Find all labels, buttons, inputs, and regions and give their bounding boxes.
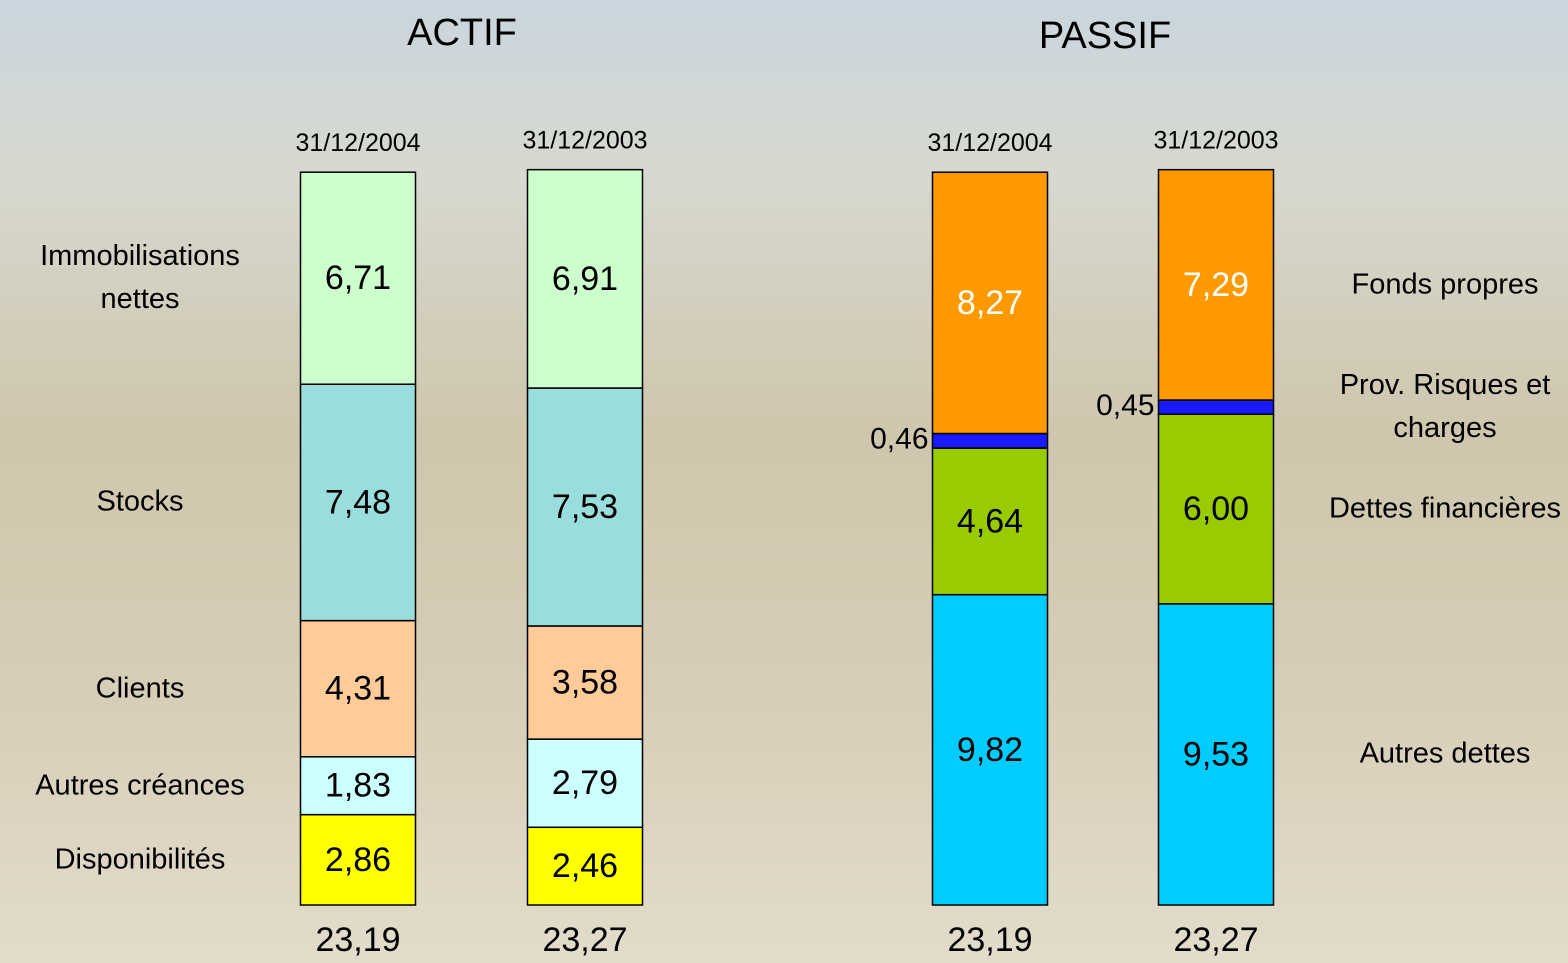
total-label: 23,27 <box>1173 921 1258 959</box>
value-label: 2,79 <box>552 764 618 802</box>
bar-segment <box>299 756 417 816</box>
value-label: 6,00 <box>1183 490 1249 528</box>
series-label: Fonds propres <box>1351 268 1539 301</box>
value-label: 1,83 <box>325 767 391 805</box>
bar-segment <box>931 432 1049 449</box>
category-label: 31/12/2004 <box>927 129 1052 157</box>
category-label: 31/12/2003 <box>522 126 647 154</box>
total-label: 23,19 <box>947 921 1032 959</box>
bar-segment <box>526 168 644 389</box>
bar-segment <box>931 447 1049 596</box>
value-label: 7,53 <box>552 488 618 526</box>
value-label: 8,27 <box>957 284 1023 322</box>
bar-segment <box>1157 168 1275 401</box>
value-label: 4,31 <box>325 670 391 708</box>
series-label: Prov. Risques et charges <box>1339 369 1551 445</box>
bar-segment <box>1157 603 1275 906</box>
bar-segment <box>931 171 1049 435</box>
series-label: Immobilisations nettes <box>40 240 240 316</box>
value-label: 4,64 <box>957 502 1023 540</box>
value-label: 3,58 <box>552 664 618 702</box>
series-label: Autres dettes <box>1359 737 1531 770</box>
category-label: 31/12/2003 <box>1153 126 1278 154</box>
value-label: 7,48 <box>325 483 391 521</box>
bar-segment <box>299 813 417 906</box>
total-label: 23,19 <box>315 921 400 959</box>
series-label: Disponibilités <box>54 843 226 876</box>
value-label: 6,91 <box>552 260 618 298</box>
bar-segment <box>526 625 644 740</box>
value-label: 2,86 <box>325 841 391 879</box>
bar-segment <box>526 738 644 829</box>
bar-segment <box>299 171 417 385</box>
value-label: 2,46 <box>552 847 618 885</box>
total-label: 23,27 <box>542 921 627 959</box>
value-label: 0,46 <box>870 423 928 456</box>
series-label: Autres créances <box>35 769 245 802</box>
series-label: Stocks <box>96 485 184 518</box>
category-label: 31/12/2004 <box>295 129 420 157</box>
series-label: Dettes financières <box>1328 492 1562 525</box>
series-label: Clients <box>95 672 185 705</box>
value-label: 9,82 <box>957 731 1023 769</box>
bar-segment <box>526 826 644 906</box>
bar-segment <box>1157 413 1275 605</box>
bar-segment <box>1157 399 1275 416</box>
chart-title: ACTIF <box>407 12 517 54</box>
value-label: 0,45 <box>1096 389 1154 422</box>
bar-segment <box>299 383 417 622</box>
chart-title: PASSIF <box>1039 15 1171 57</box>
value-label: 7,29 <box>1183 266 1249 304</box>
value-label: 6,71 <box>325 259 391 297</box>
bar-segment <box>931 593 1049 906</box>
value-label: 9,53 <box>1183 735 1249 773</box>
